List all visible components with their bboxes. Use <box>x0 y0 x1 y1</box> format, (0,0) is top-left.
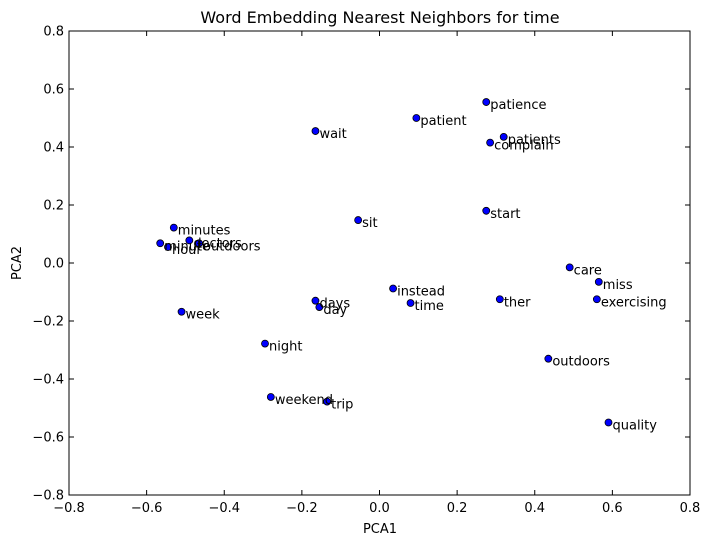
point-label: exercising <box>601 295 667 310</box>
data-point <box>604 418 613 427</box>
data-point <box>406 299 415 307</box>
x-tick-label: −0.8 <box>53 501 85 516</box>
point-label: minute <box>164 239 210 254</box>
data-point <box>177 307 186 316</box>
point-label: time <box>415 299 444 314</box>
point-label: night <box>269 340 302 355</box>
y-tick-label: 0.2 <box>43 199 64 214</box>
x-tick-label: 0.8 <box>680 501 701 516</box>
x-tick-label: 0.6 <box>602 501 623 516</box>
point-label: minutes <box>178 224 231 239</box>
data-point <box>169 223 178 232</box>
data-point <box>354 216 363 224</box>
y-axis-label: PCA2 <box>10 246 25 280</box>
data-point <box>592 295 601 304</box>
data-point <box>412 114 421 122</box>
data-points <box>156 98 613 427</box>
point-label: patient <box>420 114 466 129</box>
y-tick-label: −0.6 <box>32 431 64 446</box>
data-point <box>311 127 320 135</box>
point-label: quality <box>612 419 657 434</box>
data-point <box>266 393 275 401</box>
data-point <box>389 284 397 293</box>
point-label: miss <box>603 278 633 293</box>
point-label: sit <box>362 216 377 231</box>
point-label: care <box>574 263 602 278</box>
data-point <box>185 236 194 245</box>
point-label: day <box>323 303 347 318</box>
point-label: instead <box>397 285 445 300</box>
point-label: trip <box>331 398 353 413</box>
x-tick-label: −0.6 <box>131 501 163 516</box>
x-tick-label: 0.4 <box>524 501 545 516</box>
x-axis: −0.8 −0.6 −0.4 −0.2 0.0 0.2 0.4 0.6 0.8 <box>53 31 700 516</box>
point-label: outdoors <box>203 239 261 254</box>
data-point <box>499 132 508 141</box>
y-tick-label: −0.4 <box>32 373 64 388</box>
point-label: weekend <box>275 393 333 408</box>
data-point <box>482 98 491 106</box>
data-point <box>486 138 495 147</box>
y-axis: −0.8 −0.6 −0.4 −0.2 0.0 0.2 0.4 0.6 0.8 <box>32 25 690 504</box>
y-tick-label: −0.2 <box>32 315 64 330</box>
data-point <box>495 295 504 304</box>
y-tick-label: 0.0 <box>43 257 64 272</box>
y-tick-label: −0.8 <box>32 489 64 504</box>
y-tick-label: 0.8 <box>43 25 64 40</box>
point-label: hour <box>172 243 202 258</box>
data-point <box>261 339 269 348</box>
y-tick-label: 0.6 <box>43 83 64 98</box>
point-label: ther <box>504 295 531 310</box>
point-label: patience <box>490 98 546 113</box>
data-point <box>195 239 203 248</box>
point-label: days <box>319 297 350 312</box>
x-tick-label: −0.2 <box>286 501 318 516</box>
point-label: complain <box>494 139 553 154</box>
point-label: week <box>186 308 221 323</box>
point-label: start <box>490 207 520 222</box>
data-point <box>594 277 603 286</box>
data-point <box>544 354 553 363</box>
data-point <box>311 296 320 305</box>
point-label: outdoors <box>552 355 610 370</box>
data-point <box>323 397 332 406</box>
data-point <box>315 303 324 311</box>
chart-title: Word Embedding Nearest Neighbors for tim… <box>200 8 559 27</box>
data-point <box>565 263 574 272</box>
point-label: patients <box>508 133 561 148</box>
data-point <box>156 239 165 248</box>
point-label: wait <box>319 127 346 142</box>
point-label: doctors <box>193 236 242 251</box>
x-tick-label: 0.2 <box>447 501 468 516</box>
y-tick-label: 0.4 <box>43 141 64 156</box>
x-tick-label: −0.4 <box>208 501 240 516</box>
data-point <box>482 206 491 215</box>
x-axis-label: PCA1 <box>363 522 397 537</box>
data-point <box>164 243 172 251</box>
x-tick-label: 0.0 <box>369 501 390 516</box>
